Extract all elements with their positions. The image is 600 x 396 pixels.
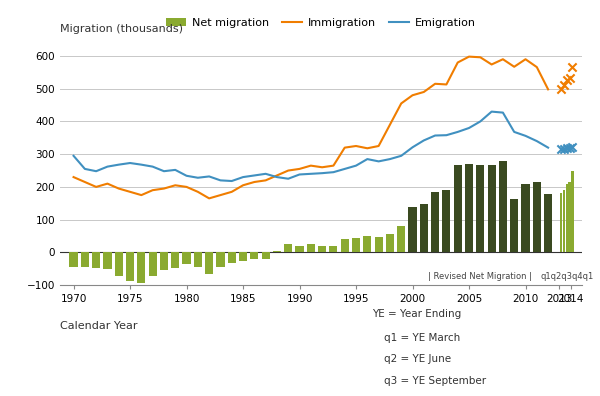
Bar <box>284 244 292 252</box>
Point <box>562 145 572 151</box>
Bar <box>431 192 439 252</box>
Bar <box>363 236 371 252</box>
Point <box>568 64 577 70</box>
Bar <box>533 182 541 252</box>
Bar <box>465 164 473 252</box>
Bar <box>262 252 270 259</box>
Bar <box>273 251 281 252</box>
Text: YE = Year Ending: YE = Year Ending <box>372 309 461 319</box>
Bar <box>341 239 349 252</box>
Bar <box>92 252 100 268</box>
Bar <box>70 252 77 267</box>
Bar <box>386 234 394 252</box>
Point <box>565 145 574 151</box>
Bar <box>510 199 518 252</box>
Text: | Revised Net Migration |: | Revised Net Migration | <box>428 272 532 281</box>
Bar <box>409 207 416 252</box>
Bar <box>318 246 326 252</box>
Bar <box>571 171 574 252</box>
Bar <box>307 244 315 252</box>
Bar <box>442 190 451 252</box>
Bar <box>329 246 337 252</box>
Point <box>562 77 572 83</box>
Point <box>559 146 569 152</box>
Bar <box>160 252 168 270</box>
Bar <box>476 165 484 252</box>
Bar <box>115 252 123 276</box>
Text: Calendar Year: Calendar Year <box>60 321 137 331</box>
Bar <box>352 238 360 252</box>
Bar <box>499 162 507 252</box>
Bar <box>566 184 568 252</box>
Text: q1q2q3q4q1: q1q2q3q4q1 <box>540 272 593 281</box>
Bar <box>374 237 383 252</box>
Bar <box>103 252 112 269</box>
Bar <box>544 194 552 252</box>
Bar <box>137 252 145 283</box>
Text: q1 = YE March: q1 = YE March <box>384 333 460 343</box>
Bar <box>397 226 405 252</box>
Point <box>568 144 577 150</box>
Bar <box>563 190 565 252</box>
Bar <box>239 252 247 261</box>
Bar <box>560 193 562 252</box>
Text: q2 = YE June: q2 = YE June <box>384 354 451 364</box>
Bar <box>205 252 213 274</box>
Bar <box>521 184 530 252</box>
Bar <box>227 252 236 263</box>
Bar <box>420 204 428 252</box>
Bar <box>217 252 224 267</box>
Bar <box>149 252 157 276</box>
Legend: Net migration, Immigration, Emigration: Net migration, Immigration, Emigration <box>162 13 480 32</box>
Bar <box>171 252 179 268</box>
Bar <box>454 165 462 252</box>
Bar <box>488 165 496 252</box>
Text: Migration (thousands): Migration (thousands) <box>60 24 183 34</box>
Bar <box>295 246 304 252</box>
Text: q3 = YE September: q3 = YE September <box>384 376 486 386</box>
Point <box>559 82 569 89</box>
Bar <box>194 252 202 267</box>
Bar <box>568 182 571 252</box>
Point <box>556 86 566 93</box>
Point <box>565 75 574 81</box>
Bar <box>250 252 259 259</box>
Bar <box>126 252 134 281</box>
Bar <box>182 252 191 263</box>
Bar <box>81 252 89 267</box>
Point <box>556 146 566 152</box>
